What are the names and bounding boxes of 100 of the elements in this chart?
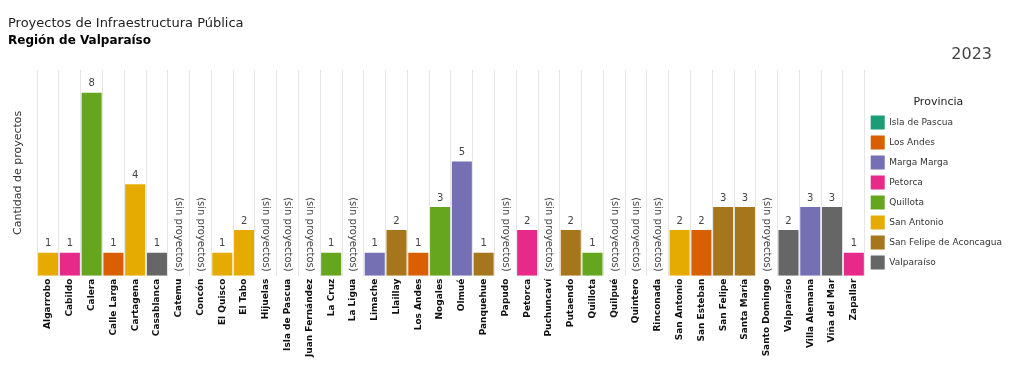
x-tick-label: Casablanca bbox=[151, 278, 162, 337]
annotation: (sin proyectos) bbox=[631, 197, 643, 272]
annotation: (sin proyectos) bbox=[348, 197, 360, 272]
bar bbox=[321, 252, 342, 276]
legend-label: Los Andes bbox=[889, 136, 936, 147]
bar bbox=[473, 252, 494, 276]
x-tick-label: Quintero bbox=[630, 278, 641, 324]
x-tick-label: Hijuelas bbox=[260, 278, 271, 320]
legend-label: San Felipe de Aconcagua bbox=[889, 236, 1003, 247]
x-tick-label: Zapallar bbox=[848, 278, 859, 321]
x-tick-label: Nogales bbox=[434, 278, 445, 320]
x-tick-label: Quilpué bbox=[608, 278, 619, 318]
x-tick-label: Villa Alemana bbox=[804, 278, 815, 348]
data-label: 2 bbox=[393, 214, 400, 226]
x-tick-label: Limache bbox=[369, 278, 380, 321]
bar bbox=[38, 252, 59, 276]
data-label: 1 bbox=[850, 237, 858, 249]
x-tick-label: Olmué bbox=[456, 278, 467, 312]
x-tick-label: Puchuncaví bbox=[543, 277, 554, 337]
x-tick-label: San Felipe bbox=[717, 278, 728, 332]
bar bbox=[734, 207, 755, 276]
data-label: 1 bbox=[480, 237, 487, 249]
x-tick-label: Calera bbox=[85, 278, 96, 312]
data-label: 1 bbox=[110, 237, 117, 249]
bar bbox=[517, 229, 538, 276]
bar bbox=[582, 252, 603, 276]
x-tick-label: El Quisco bbox=[216, 278, 227, 326]
data-label: 2 bbox=[676, 214, 683, 226]
annotation: (sin proyectos) bbox=[544, 197, 556, 272]
x-tick-label: San Antonio bbox=[673, 278, 684, 341]
x-tick-label: Putaendo bbox=[565, 278, 576, 328]
bar bbox=[234, 229, 255, 276]
bar bbox=[59, 252, 80, 276]
data-label: 1 bbox=[66, 237, 74, 249]
bar bbox=[691, 229, 712, 276]
annotation: (sin proyectos) bbox=[304, 197, 316, 272]
legend-label: Isla de Pascua bbox=[889, 116, 953, 127]
annotation: (sin proyectos) bbox=[261, 197, 273, 272]
data-label: 1 bbox=[153, 237, 161, 249]
bar bbox=[408, 252, 429, 276]
x-tick-label: La Cruz bbox=[325, 278, 336, 317]
bar bbox=[430, 207, 451, 276]
x-tick-label: Llaillay bbox=[390, 278, 401, 315]
x-tick-label: Valparaíso bbox=[782, 278, 793, 332]
x-tick-label: San Esteban bbox=[695, 278, 706, 342]
x-tick-label: Quillota bbox=[586, 278, 597, 319]
bar bbox=[146, 252, 167, 276]
data-label: 2 bbox=[523, 214, 531, 226]
annotation: (sin proyectos) bbox=[283, 197, 295, 272]
x-tick-label: Papudo bbox=[499, 278, 510, 317]
x-tick-label: Petorca bbox=[521, 278, 532, 318]
x-tick-label: Rinconada bbox=[652, 278, 663, 332]
bar bbox=[103, 252, 124, 276]
legend-label: Petorca bbox=[889, 176, 923, 187]
data-label: 2 bbox=[567, 214, 574, 226]
data-label: 3 bbox=[807, 191, 814, 203]
bar bbox=[843, 252, 864, 276]
x-tick-label: Santo Domingo bbox=[761, 278, 772, 357]
data-label: 2 bbox=[785, 214, 792, 226]
bar bbox=[125, 184, 146, 276]
bar bbox=[81, 92, 102, 276]
data-label: 2 bbox=[698, 214, 705, 226]
legend-label: Marga Marga bbox=[889, 156, 949, 167]
data-label: 5 bbox=[458, 145, 466, 157]
data-label: 4 bbox=[132, 168, 139, 180]
data-label: 1 bbox=[328, 237, 335, 249]
annotation: (sin proyectos) bbox=[653, 197, 665, 272]
x-tick-label: Cartagena bbox=[129, 278, 140, 332]
data-label: 2 bbox=[240, 214, 248, 226]
annotation: (sin proyectos) bbox=[609, 197, 621, 272]
data-label: 3 bbox=[719, 191, 727, 203]
data-label: 1 bbox=[219, 237, 226, 249]
x-tick-label: La Ligua bbox=[347, 278, 358, 322]
chart-subtitle: Región de Valparaíso bbox=[8, 32, 151, 47]
legend-label: Valparaíso bbox=[889, 256, 937, 267]
legend-label: Quillota bbox=[889, 196, 925, 207]
data-label: 3 bbox=[741, 191, 749, 203]
data-label: 3 bbox=[436, 191, 444, 203]
chart-title: Proyectos de Infraestructura Pública bbox=[8, 15, 244, 31]
x-tick-label: El Tabo bbox=[238, 278, 249, 315]
annotation: (sin proyectos) bbox=[500, 197, 512, 272]
annotation: (sin proyectos) bbox=[762, 197, 774, 272]
x-tick-label: Catemu bbox=[173, 278, 184, 318]
x-tick-label: Calle Larga bbox=[107, 278, 118, 336]
x-tick-label: Santa María bbox=[739, 278, 750, 340]
bar bbox=[386, 229, 407, 276]
x-tick-label: Cabildo bbox=[64, 278, 75, 317]
x-tick-label: Algarrobo bbox=[42, 278, 53, 329]
bar bbox=[364, 252, 385, 276]
text: 2023 bbox=[951, 44, 992, 63]
bar bbox=[451, 161, 472, 276]
x-tick-label: Viña del Mar bbox=[826, 278, 837, 343]
bar bbox=[778, 229, 799, 276]
bar bbox=[713, 207, 734, 276]
bar bbox=[560, 229, 581, 276]
data-label: 1 bbox=[371, 237, 378, 249]
x-tick-label: Isla de Pascua bbox=[281, 278, 292, 351]
data-label: 1 bbox=[44, 237, 52, 249]
y-axis-title: Cantidad de proyectos bbox=[11, 110, 25, 235]
data-label: 1 bbox=[589, 237, 596, 249]
